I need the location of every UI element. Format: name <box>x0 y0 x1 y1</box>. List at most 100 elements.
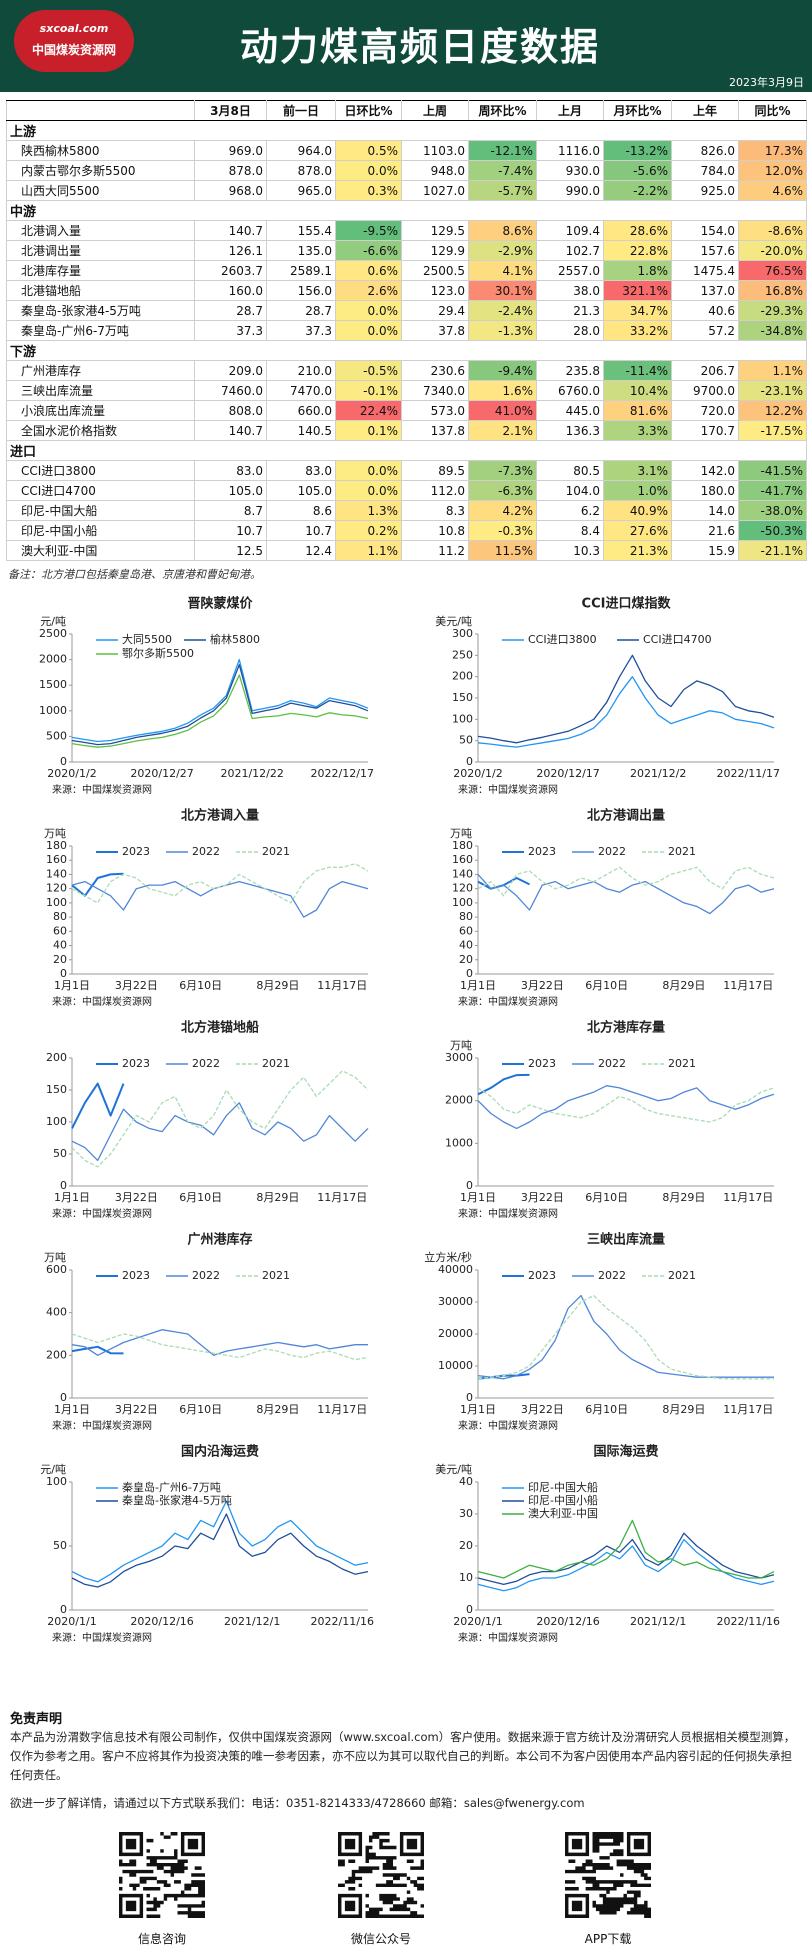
column-header: 同比% <box>738 100 807 121</box>
legend-label: 2022 <box>598 1269 626 1282</box>
cell: -50.3% <box>738 520 807 541</box>
x-tick-label: 6月10日 <box>585 979 628 992</box>
section-row: 上游 <box>6 120 807 141</box>
cell: 1116.0 <box>536 140 604 161</box>
cell: 129.5 <box>401 220 469 241</box>
report-date: 2023年3月9日 <box>729 76 804 89</box>
x-tick-label: 2020/1/2 <box>47 767 96 780</box>
legend-label: 鄂尔多斯5500 <box>122 646 194 660</box>
x-tick-label: 8月29日 <box>662 1403 705 1416</box>
data-row: 内蒙古鄂尔多斯5500 878.0 878.0 0.0% 948.0 -7.4% 930.0… <box>6 160 807 181</box>
data-table: 3月8日 前一日 日环比% 上周 周环比% 上月 月环比% 上年 同比% 上游 陕西榆林5800 9… <box>6 100 807 561</box>
y-tick-label: 180 <box>452 839 473 852</box>
y-tick-label: 100 <box>452 896 473 909</box>
y-tick-label: 60 <box>459 924 473 937</box>
cell: 2589.1 <box>266 260 336 281</box>
data-row: 澳大利亚-中国 12.5 12.4 1.1% 11.2 11.5% 10.3 21.3% 15.… <box>6 540 807 561</box>
y-tick-label: 3000 <box>445 1051 473 1064</box>
x-tick-label: 1月1日 <box>54 979 90 992</box>
cell: 1.1% <box>335 540 402 561</box>
cell: 660.0 <box>266 400 336 421</box>
legend-label: 2021 <box>668 1057 696 1070</box>
page-title: 动力煤高频日度数据 <box>239 25 600 69</box>
chart-title: 晋陕蒙煤价 <box>187 596 253 612</box>
cell: 0.0% <box>335 320 402 341</box>
y-unit: 立方米/秒 <box>424 1250 472 1264</box>
legend-label: CCI进口4700 <box>643 633 712 646</box>
column-header: 周环比% <box>468 100 537 121</box>
cell: 140.7 <box>194 220 267 241</box>
legend-label: 2022 <box>192 1057 220 1070</box>
cell: 135.0 <box>266 240 336 261</box>
x-tick-label: 8月29日 <box>256 1191 299 1204</box>
section-name: 中游 <box>6 200 807 221</box>
data-row: 秦皇岛-广州6-7万吨 37.3 37.3 0.0% 37.8 -1.3% 28.0 33.2… <box>6 320 807 341</box>
cell: 112.0 <box>401 480 469 501</box>
data-row: 小浪底出库流量 808.0 660.0 22.4% 573.0 41.0% 445.0 81.… <box>6 400 807 421</box>
y-unit: 元/吨 <box>40 615 66 628</box>
y-tick-label: 1000 <box>39 704 67 717</box>
cell: 10.7 <box>266 520 336 541</box>
cell: -21.1% <box>738 540 807 561</box>
column-header: 月环比% <box>603 100 672 121</box>
cell: 126.1 <box>194 240 267 261</box>
x-tick-label: 11月17日 <box>723 1191 773 1204</box>
cell: 235.8 <box>536 360 604 381</box>
cell: 2500.5 <box>401 260 469 281</box>
y-tick-label: 160 <box>452 853 473 866</box>
cell: 0.0% <box>335 160 402 181</box>
x-tick-label: 6月10日 <box>179 1403 222 1416</box>
x-tick-label: 8月29日 <box>256 979 299 992</box>
series-line <box>71 1070 369 1168</box>
cell: 4.6% <box>738 180 807 201</box>
y-tick-label: 250 <box>452 648 473 661</box>
series-line <box>477 1087 775 1123</box>
qr-modules <box>338 1832 424 1918</box>
note: 备注：北方港口包括秦皇岛港、京唐港和曹妃甸港。 <box>8 568 261 581</box>
x-tick-label: 11月17日 <box>317 1403 367 1416</box>
cell: 445.0 <box>536 400 604 421</box>
cell: 40.6 <box>671 300 739 321</box>
legend-label: 2023 <box>122 1057 150 1070</box>
data-row: 北港调出量 126.1 135.0 -6.6% 129.9 -2.9% 102.7 22.8%… <box>6 240 807 261</box>
chart-source: 来源：中国煤炭资源网 <box>52 1207 152 1220</box>
row-name: 北港调出量 <box>6 240 195 261</box>
legend-label: 2022 <box>598 845 626 858</box>
data-row: 北港库存量 2603.7 2589.1 0.6% 2500.5 4.1% 2557.0 1.8… <box>6 260 807 281</box>
cell: 1103.0 <box>401 140 469 161</box>
cell: 826.0 <box>671 140 739 161</box>
chart-title: 三峡出库流量 <box>587 1232 665 1248</box>
series-line <box>71 1345 124 1355</box>
cell: 10.3 <box>536 540 604 561</box>
x-tick-label: 8月29日 <box>256 1403 299 1416</box>
column-header: 前一日 <box>266 100 336 121</box>
series-line <box>71 1082 125 1129</box>
legend-label: 印尼-中国大船 <box>528 1480 598 1494</box>
legend-label: 2021 <box>262 1269 290 1282</box>
x-tick-label: 2020/12/16 <box>536 1615 599 1628</box>
cell: 8.6% <box>468 220 537 241</box>
cell: 12.4 <box>266 540 336 561</box>
cell: -2.4% <box>468 300 537 321</box>
cell: 29.4 <box>401 300 469 321</box>
cell: 8.4 <box>536 520 604 541</box>
series-line <box>477 654 775 744</box>
qr-block: APP下载 <box>563 1832 653 1947</box>
y-tick-label: 200 <box>452 670 473 683</box>
cell: 14.0 <box>671 500 739 521</box>
x-tick-label: 2020/1/1 <box>453 1615 502 1628</box>
legend-label: 2022 <box>192 845 220 858</box>
cell: 8.7 <box>194 500 267 521</box>
row-name: 广州港库存 <box>6 360 195 381</box>
legend-label: 印尼-中国小船 <box>528 1493 598 1507</box>
logo[interactable]: sxcoal.com 中国煤炭资源网 <box>14 10 134 72</box>
cell: 1475.4 <box>671 260 739 281</box>
row-name: 秦皇岛-广州6-7万吨 <box>6 320 195 341</box>
cell: 0.0% <box>335 460 402 481</box>
cell: 21.6 <box>671 520 739 541</box>
cell: 0.2% <box>335 520 402 541</box>
cell: 157.6 <box>671 240 739 261</box>
cell: 140.7 <box>194 420 267 441</box>
y-tick-label: 140 <box>46 867 67 880</box>
y-tick-label: 100 <box>452 712 473 725</box>
